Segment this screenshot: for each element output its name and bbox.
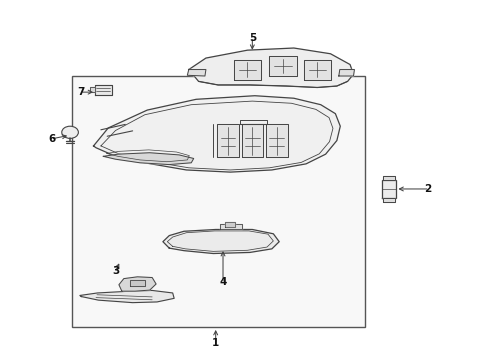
Polygon shape [242,125,263,157]
Text: 4: 4 [220,277,227,287]
Polygon shape [382,180,396,198]
Polygon shape [189,48,353,87]
Polygon shape [90,87,95,92]
Text: 6: 6 [49,134,56,144]
Polygon shape [304,59,331,80]
Text: 2: 2 [425,184,432,194]
Polygon shape [119,277,156,291]
Text: 1: 1 [212,338,220,348]
Polygon shape [163,229,279,253]
Text: 3: 3 [112,266,119,276]
Polygon shape [94,96,340,172]
Polygon shape [187,69,206,76]
Polygon shape [383,198,395,202]
Bar [72,76,365,327]
Polygon shape [217,125,239,157]
Polygon shape [80,291,174,303]
Polygon shape [234,59,261,80]
Polygon shape [339,69,354,76]
Polygon shape [130,280,145,286]
Polygon shape [383,176,395,180]
Polygon shape [270,56,297,76]
Circle shape [62,126,78,138]
Polygon shape [266,125,288,157]
Polygon shape [95,85,112,95]
Polygon shape [103,153,194,165]
Text: 5: 5 [249,33,256,43]
Text: 7: 7 [77,87,85,97]
Polygon shape [220,224,242,229]
Polygon shape [225,222,235,226]
